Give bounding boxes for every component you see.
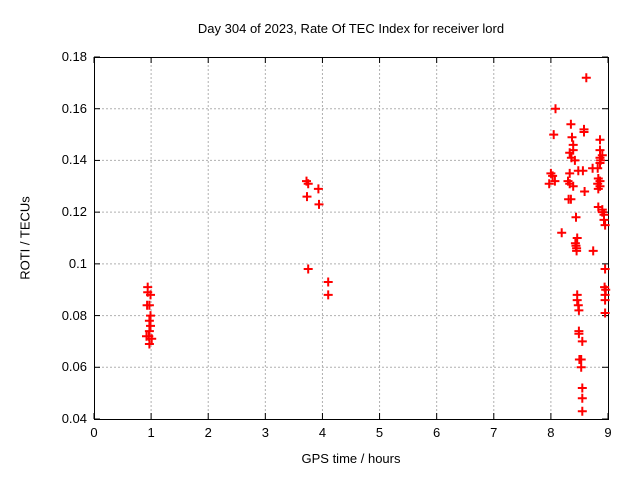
x-tick-label: 3 — [261, 425, 269, 440]
y-tick-label: 0.08 — [61, 307, 87, 323]
y-tick-label: 0.18 — [61, 49, 87, 64]
x-tick-label: 4 — [318, 425, 327, 440]
y-tick-label: 0.14 — [61, 152, 87, 168]
x-tick-label: 0 — [90, 425, 98, 440]
y-tick-label: 0.04 — [61, 411, 87, 426]
x-axis-label: GPS time / hours — [301, 451, 401, 466]
data-point-markers — [142, 73, 611, 416]
x-tick-label: 9 — [604, 425, 612, 440]
y-tick-label: 0.16 — [61, 100, 87, 116]
x-tick-label: 5 — [375, 425, 384, 440]
x-tick-label: 6 — [433, 425, 441, 440]
x-tick-label: 8 — [547, 425, 555, 440]
y-tick-label: 0.1 — [68, 255, 87, 271]
y-tick-label: 0.12 — [61, 204, 87, 220]
y-tick-label: 0.06 — [61, 359, 87, 375]
plot-frame — [94, 57, 609, 420]
x-tick-label: 2 — [204, 425, 212, 440]
x-tick-label: 7 — [490, 425, 498, 440]
chart-title: Day 304 of 2023, Rate Of TEC Index for r… — [197, 21, 505, 36]
x-tick-label: 1 — [147, 425, 155, 440]
